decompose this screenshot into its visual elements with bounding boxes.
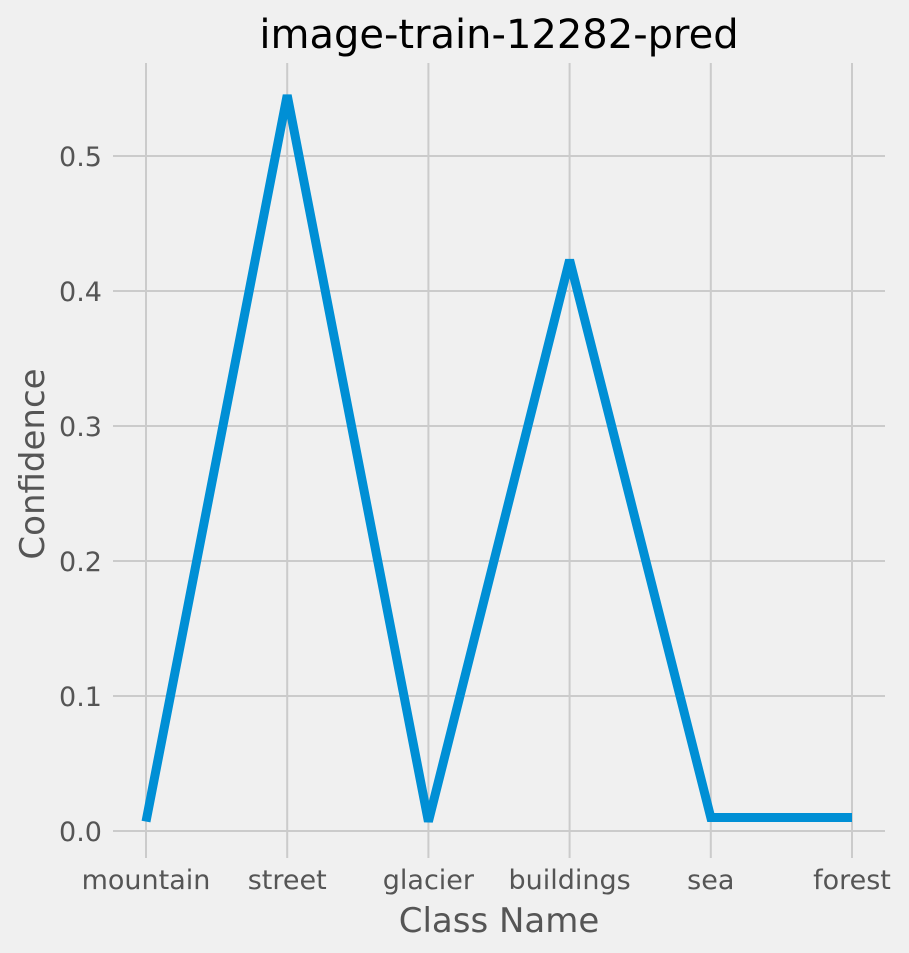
- series-group: [141, 94, 852, 823]
- x-tick-label: street: [248, 865, 327, 896]
- y-tick-label: 0.2: [59, 547, 102, 578]
- x-grid-lines: [145, 63, 853, 858]
- y-tick-label: 0.3: [59, 412, 102, 443]
- x-tick-label: glacier: [383, 865, 475, 896]
- y-tick-label: 0.5: [59, 142, 102, 173]
- x-tick-label: sea: [687, 865, 734, 896]
- y-tick-label: 0.1: [59, 682, 102, 713]
- x-tick-label: forest: [813, 865, 891, 896]
- series-line: [141, 94, 852, 823]
- x-tick-label: buildings: [508, 865, 630, 896]
- y-grid-lines: [113, 155, 885, 832]
- chart-title: image-train-12282-pred: [259, 12, 738, 58]
- x-tick-labels: mountain street glacier buildings sea forest: [82, 865, 891, 896]
- y-tick-labels: 0.0 0.1 0.2 0.3 0.4 0.5: [59, 142, 102, 848]
- x-axis-label: Class Name: [399, 901, 600, 941]
- y-axis-label: Confidence: [13, 368, 53, 559]
- x-tick-label: mountain: [82, 865, 211, 896]
- y-tick-label: 0.4: [59, 277, 102, 308]
- y-tick-label: 0.0: [59, 817, 102, 848]
